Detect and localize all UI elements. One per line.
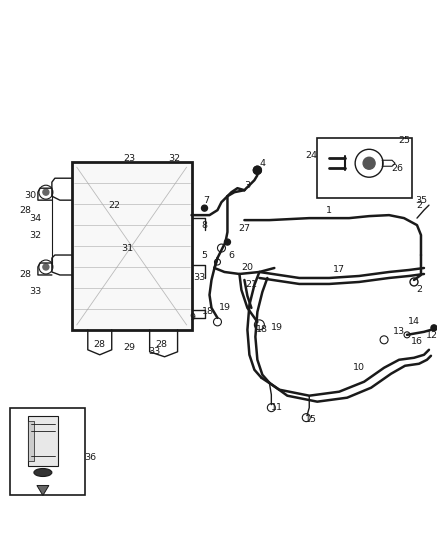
Text: 3: 3 (244, 181, 251, 190)
Bar (72, 162, 191, 330)
Text: 27: 27 (238, 223, 251, 232)
Text: 29: 29 (124, 343, 136, 352)
Text: 7: 7 (204, 196, 209, 205)
Circle shape (254, 166, 261, 174)
Text: 28: 28 (155, 340, 168, 349)
Bar (317, 138, 412, 198)
Text: 18: 18 (256, 325, 268, 334)
Text: 35: 35 (415, 196, 427, 205)
Text: 36: 36 (84, 453, 96, 462)
Text: 6: 6 (229, 251, 234, 260)
Text: 31: 31 (122, 244, 134, 253)
Text: 2: 2 (416, 286, 422, 294)
Circle shape (363, 157, 375, 169)
Circle shape (43, 189, 49, 195)
Circle shape (201, 205, 208, 211)
Text: 12: 12 (426, 332, 438, 341)
Text: 28: 28 (19, 206, 31, 215)
Text: 2: 2 (416, 200, 422, 209)
Text: 28: 28 (94, 340, 106, 349)
Text: 25: 25 (398, 136, 410, 145)
Text: 13: 13 (393, 327, 405, 336)
Text: 5: 5 (201, 251, 208, 260)
Text: 19: 19 (219, 303, 230, 312)
Text: 15: 15 (305, 415, 317, 424)
Text: 23: 23 (124, 154, 136, 163)
Text: 26: 26 (391, 164, 403, 173)
Text: 9: 9 (190, 313, 195, 322)
Text: 8: 8 (201, 221, 208, 230)
Bar (10, 408, 85, 496)
Circle shape (43, 264, 49, 270)
Circle shape (431, 325, 437, 331)
Text: 32: 32 (169, 154, 180, 163)
Text: 33: 33 (148, 348, 161, 356)
Circle shape (224, 239, 230, 245)
Bar (28, 421, 34, 461)
Text: 33: 33 (29, 287, 41, 296)
Text: 28: 28 (19, 270, 31, 279)
Text: 18: 18 (201, 308, 213, 317)
Text: 20: 20 (241, 263, 254, 272)
Circle shape (254, 166, 261, 174)
Text: 10: 10 (353, 364, 365, 372)
Text: 19: 19 (271, 324, 283, 333)
Bar (28, 416, 58, 465)
Text: 16: 16 (411, 337, 423, 346)
Text: 21: 21 (245, 280, 258, 289)
Text: 33: 33 (194, 273, 206, 282)
Ellipse shape (34, 469, 52, 477)
Text: 30: 30 (24, 191, 36, 200)
Text: 32: 32 (29, 231, 41, 239)
Text: 14: 14 (408, 317, 420, 326)
Text: 34: 34 (29, 214, 41, 223)
Text: 1: 1 (326, 206, 332, 215)
Text: 24: 24 (305, 151, 317, 160)
Text: 11: 11 (271, 403, 283, 412)
Text: 17: 17 (333, 265, 345, 274)
Text: 22: 22 (109, 200, 121, 209)
Text: 4: 4 (259, 159, 265, 168)
Polygon shape (37, 486, 49, 496)
